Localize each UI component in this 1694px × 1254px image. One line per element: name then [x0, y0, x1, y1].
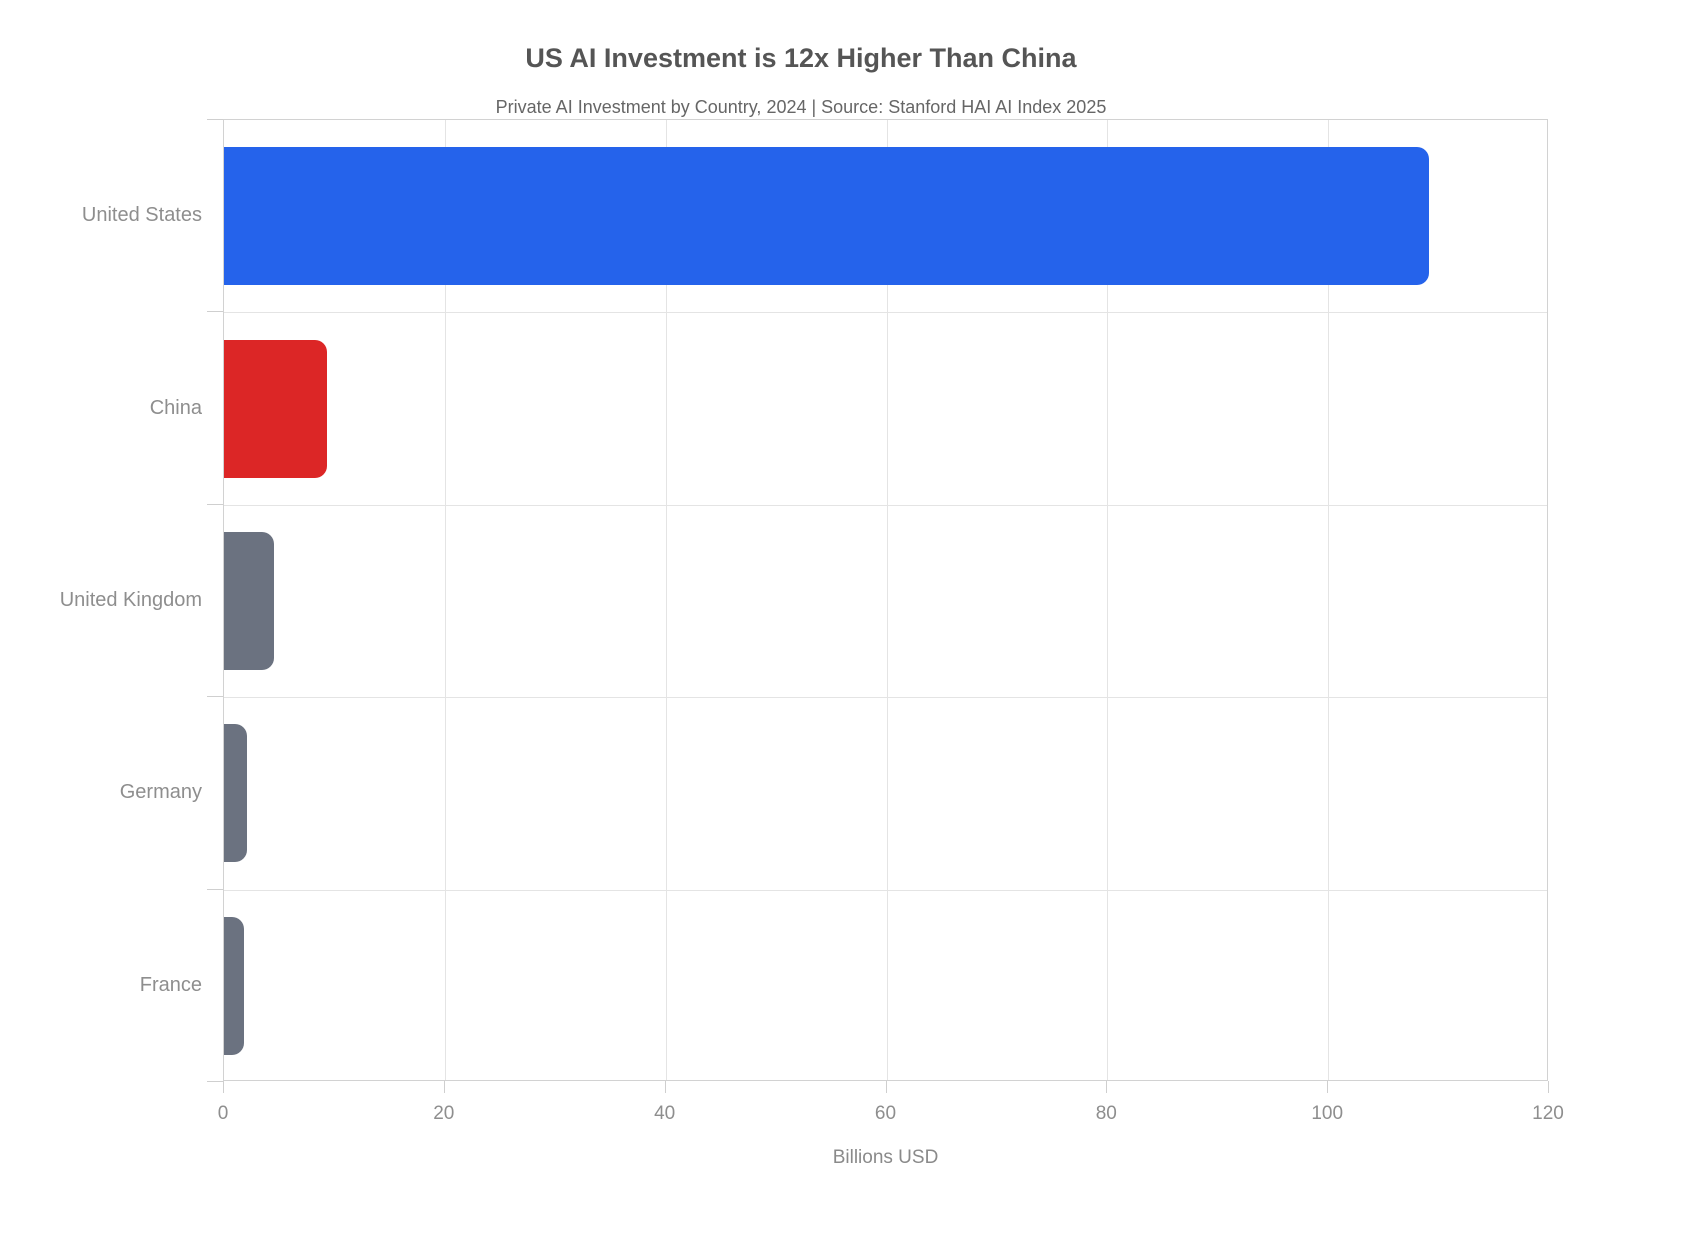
bar-china — [224, 339, 327, 478]
x-tick-label: 0 — [217, 1103, 229, 1124]
y-axis-tick — [207, 888, 223, 890]
plot-area — [223, 119, 1548, 1081]
chart-subtitle: Private AI Investment by Country, 2024 |… — [495, 97, 1107, 117]
gridline-vertical — [1107, 120, 1109, 1080]
gridline-vertical — [665, 120, 667, 1080]
y-axis-label: Germany — [119, 781, 202, 804]
gridline-horizontal — [224, 504, 1547, 506]
y-axis-tick — [207, 696, 223, 698]
bar-germany — [224, 724, 248, 863]
bar-france — [224, 916, 244, 1055]
x-tick-label: 120 — [1532, 1103, 1564, 1124]
y-axis-tick — [207, 1081, 223, 1082]
x-axis-title: Billions USD — [832, 1147, 939, 1168]
x-axis-tick — [1106, 1081, 1108, 1093]
gridline-vertical — [886, 120, 888, 1080]
x-tick-label: 40 — [654, 1103, 676, 1124]
y-axis-tick — [207, 503, 223, 505]
x-axis-tick — [1327, 1081, 1329, 1093]
x-tick-label: 100 — [1311, 1103, 1344, 1124]
gridline-horizontal — [224, 697, 1547, 699]
x-axis-tick — [885, 1081, 887, 1093]
gridline-vertical — [1328, 120, 1330, 1080]
x-axis-tick — [1548, 1081, 1549, 1093]
x-tick-label: 80 — [1095, 1103, 1117, 1124]
chart-title: US AI Investment is 12x Higher Than Chin… — [525, 43, 1077, 73]
gridline-horizontal — [224, 889, 1547, 891]
x-axis-tick — [664, 1081, 666, 1093]
bar-united-states — [224, 147, 1429, 286]
gridline-horizontal — [224, 312, 1547, 314]
y-axis-label: France — [139, 973, 202, 996]
x-tick-label: 60 — [874, 1103, 897, 1124]
bar-united-kingdom — [224, 532, 274, 670]
x-tick-label: 20 — [433, 1103, 455, 1124]
y-axis-label: United Kingdom — [59, 589, 202, 611]
x-axis-tick — [223, 1081, 224, 1093]
gridline-vertical — [444, 120, 446, 1080]
x-axis-tick — [443, 1081, 445, 1093]
y-axis-tick — [207, 119, 223, 120]
y-axis-label: China — [149, 396, 202, 419]
y-axis-label: United States — [81, 204, 202, 227]
y-axis-tick — [207, 311, 223, 313]
